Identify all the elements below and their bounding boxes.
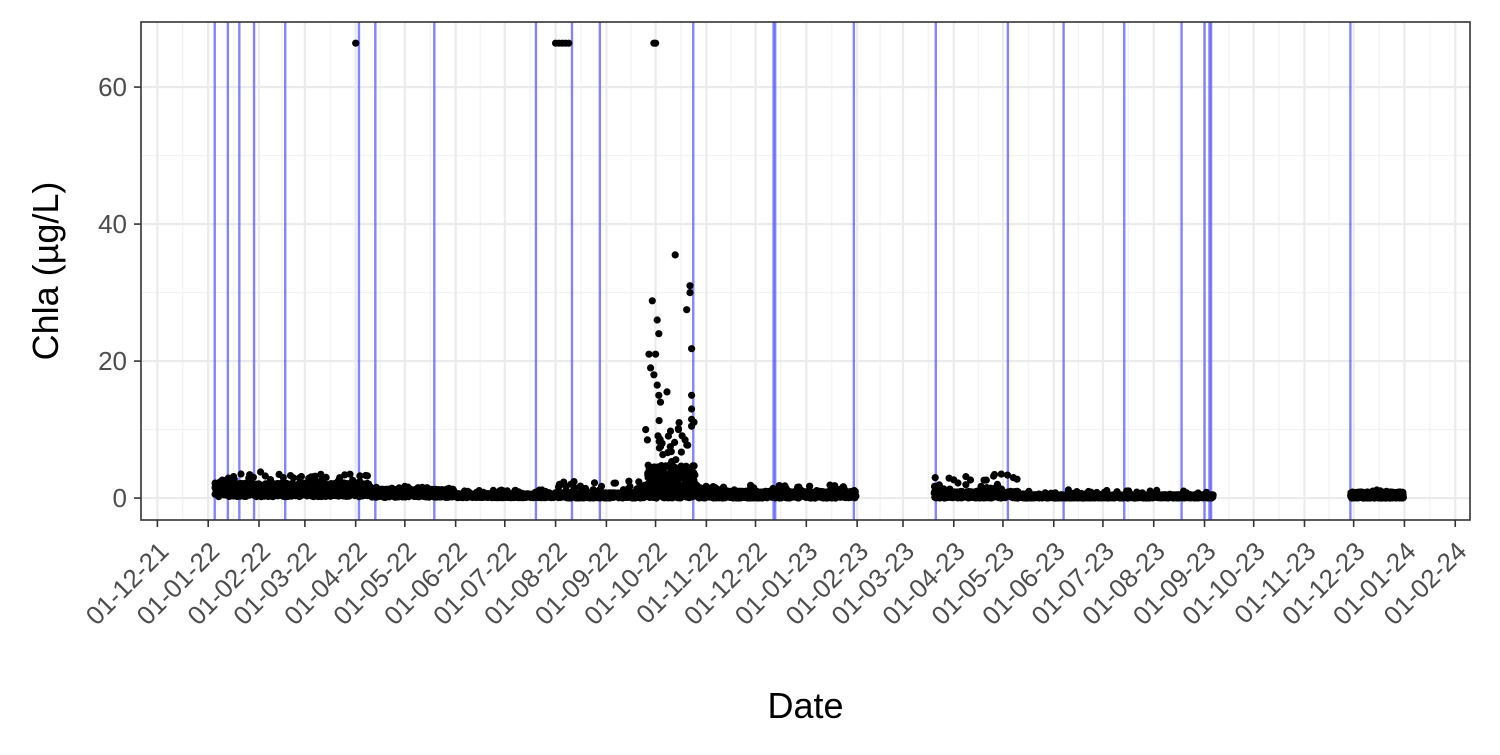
data-point xyxy=(991,471,998,478)
data-point xyxy=(323,474,330,481)
data-point xyxy=(612,480,619,487)
data-point xyxy=(954,479,961,486)
data-point xyxy=(570,478,577,485)
data-point xyxy=(672,456,679,463)
data-point xyxy=(691,471,698,478)
data-point xyxy=(676,419,683,426)
data-point xyxy=(298,473,305,480)
data-point xyxy=(290,474,297,481)
data-point xyxy=(237,470,244,477)
data-point xyxy=(932,474,939,481)
data-point xyxy=(598,483,605,490)
data-point xyxy=(364,472,371,479)
data-point xyxy=(678,449,685,456)
grid-layer xyxy=(141,22,1470,520)
data-point xyxy=(250,474,257,481)
data-point xyxy=(667,428,674,435)
data-point xyxy=(1013,476,1020,483)
data-point xyxy=(983,477,990,484)
data-point xyxy=(967,476,974,483)
data-point xyxy=(691,462,698,469)
data-point xyxy=(591,479,598,486)
data-point xyxy=(852,492,859,499)
data-point xyxy=(656,417,663,424)
